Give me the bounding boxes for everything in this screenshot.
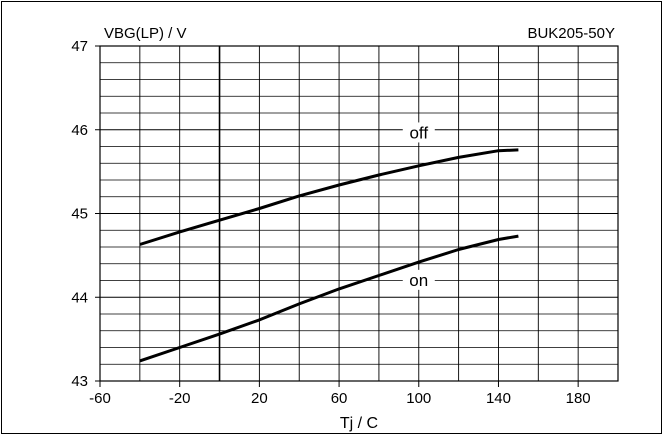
x-tick-label: 140 [486, 390, 511, 407]
series-label-background [402, 269, 435, 290]
y-tick-label: 44 [71, 289, 88, 306]
series-label-off: off [409, 123, 428, 142]
x-tick-label: -60 [89, 390, 111, 407]
grid-lines [95, 45, 618, 387]
tick-labels: -60 -20 20 60 100 140 180 43 44 45 46 47 [71, 38, 590, 407]
y-tick-label: 47 [71, 38, 88, 55]
y-tick-label: 46 [71, 122, 88, 139]
series-label-background [402, 122, 435, 143]
series-line-off [139, 148, 519, 246]
x-tick-label: 180 [566, 390, 591, 407]
x-axis-label: Tj / C [340, 415, 378, 432]
y-tick-label: 45 [71, 206, 88, 223]
part-number-label: BUK205-50Y [527, 25, 615, 42]
series-label-on: on [409, 271, 428, 290]
y-axis-label: VBG(LP) / V [104, 25, 187, 42]
x-tick-label: 60 [331, 390, 348, 407]
plot-area-border [99, 45, 619, 382]
series-line-on [139, 234, 519, 363]
series-group: off on [139, 122, 519, 363]
y-tick-label: 43 [71, 373, 88, 390]
x-tick-label: 100 [406, 390, 431, 407]
x-tick-label: 20 [251, 390, 268, 407]
x-tick-label: -20 [169, 390, 191, 407]
